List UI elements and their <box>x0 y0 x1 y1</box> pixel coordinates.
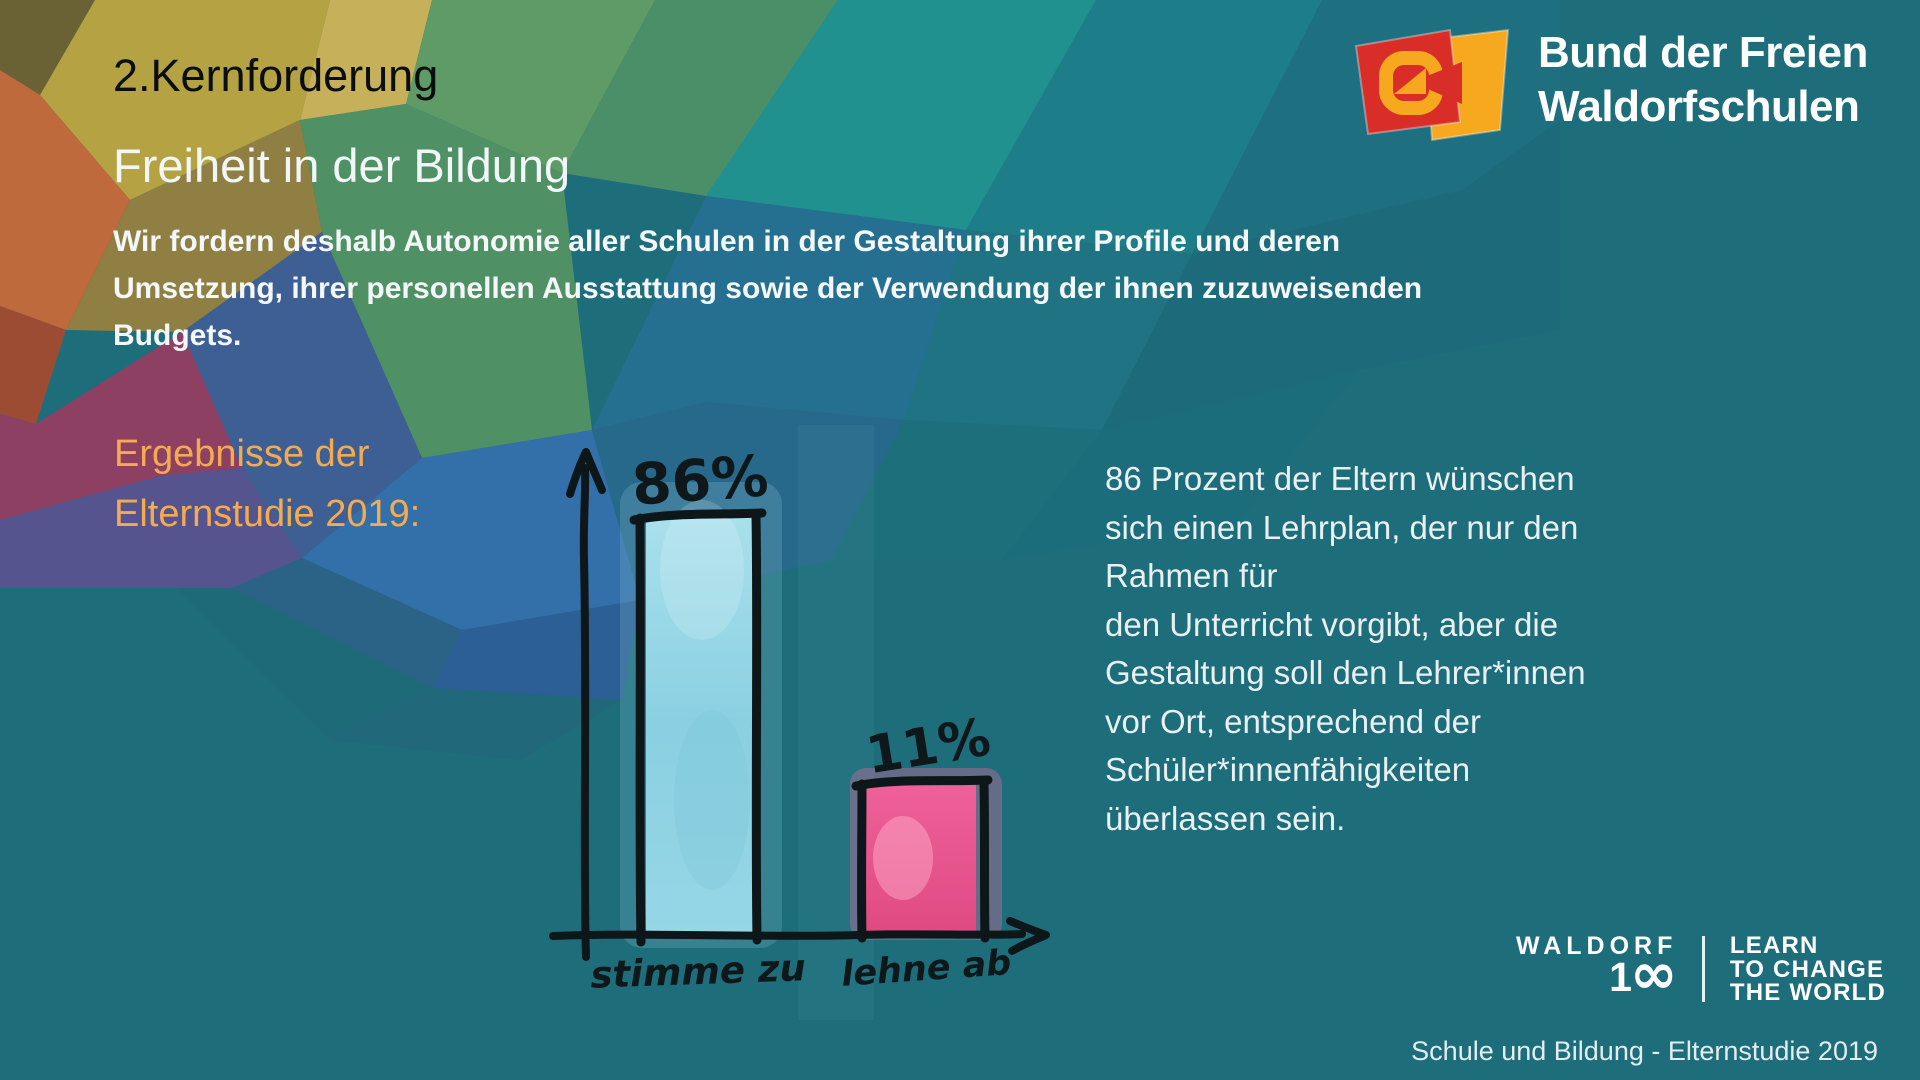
bar-stimme-zu <box>620 482 782 948</box>
claim-line: THE WORLD <box>1729 979 1886 1006</box>
annotation-line: 86 Prozent der Eltern wünschen <box>1105 460 1575 497</box>
claim-line: TO CHANGE <box>1729 955 1885 983</box>
slide-body: Wir fordern deshalb Autonomie aller Schu… <box>113 218 1422 359</box>
annotation-line: sich einen Lehrplan, der nur den <box>1105 508 1579 546</box>
claim-line: LEARN <box>1729 932 1819 959</box>
waldorf100-wordmark: WALDORF <box>1516 932 1678 960</box>
divider <box>1702 936 1705 1002</box>
brand-logo-icon <box>1354 28 1510 142</box>
annotation-line: Rahmen für <box>1105 557 1278 594</box>
brand-name: Bund der Freien Waldorfschulen <box>1538 26 1868 134</box>
annotation-text: 86 Prozent der Eltern wünschen sich eine… <box>1105 455 1586 843</box>
waldorf100-number: 1 ∞ <box>1516 941 1678 1007</box>
body-line: Wir fordern deshalb Autonomie aller Schu… <box>113 225 1341 258</box>
infinity-icon: ∞ <box>1629 941 1678 1007</box>
results-label: Ergebnisse der Elternstudie 2019: <box>114 424 420 544</box>
body-line: Umsetzung, ihrer personellen Ausstattung… <box>113 272 1423 305</box>
annotation-line: vor Ort, entsprechend der <box>1105 702 1482 740</box>
waldorf100-digit: 1 <box>1609 954 1632 1000</box>
slide-kicker: 2.Kernforderung <box>113 50 439 101</box>
bar-category-label: stimme zu <box>590 946 807 996</box>
annotation-line: Schüler*innenfähigkeiten <box>1105 751 1471 788</box>
brand-name-line: Bund der Freien <box>1538 28 1868 77</box>
brand-logo: Bund der Freien Waldorfschulen <box>1350 22 1910 152</box>
slide-title: Freiheit in der Bildung <box>113 139 571 192</box>
results-label-line: Ergebnisse der <box>114 433 370 475</box>
y-axis <box>566 448 606 961</box>
body-line: Budgets. <box>113 319 242 352</box>
annotation-line: den Unterricht vorgibt, aber die <box>1105 605 1559 643</box>
brand-name-line: Waldorfschulen <box>1538 82 1860 131</box>
survey-bar-chart: 86% 11% stimme zu lehne ab <box>549 425 1050 1020</box>
waldorf100-claim: LEARN TO CHANGE THE WORLD <box>1730 934 1886 1005</box>
bar-lehne-ab <box>850 768 1002 943</box>
bar-value-label: 86% <box>630 443 771 518</box>
slide-caption: Schule und Bildung - Elternstudie 2019 <box>1411 1036 1878 1066</box>
x-axis <box>549 917 1050 955</box>
annotation-line: überlassen sein. <box>1105 799 1346 837</box>
results-label-line: Elternstudie 2019: <box>114 493 421 535</box>
annotation-line: Gestaltung soll den Lehrer*innen <box>1105 654 1586 691</box>
waldorf100-logo: WALDORF 1 ∞ LEARN TO CHANGE THE WORLD <box>1516 934 1886 1005</box>
